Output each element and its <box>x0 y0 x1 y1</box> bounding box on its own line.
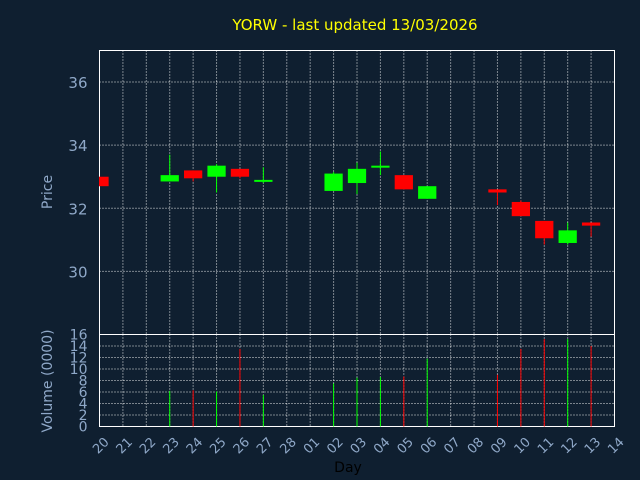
candle-body <box>535 220 554 239</box>
x-tick-label: 04 <box>371 435 393 457</box>
volume-tick-label: 0 <box>79 420 88 436</box>
x-tick-label: 03 <box>348 435 370 457</box>
price-tick-label: 36 <box>68 74 87 92</box>
volume-tick-label: 2 <box>79 408 88 424</box>
candle <box>324 171 343 191</box>
price-tick-label: 32 <box>68 200 87 218</box>
volume-tick-label: 8 <box>79 374 88 390</box>
x-tick-label: 26 <box>231 435 253 457</box>
candle <box>488 189 507 206</box>
candle <box>418 186 437 199</box>
x-tick-label: 23 <box>160 435 182 457</box>
candle <box>207 164 226 193</box>
x-ticks: 20 21 22 23 24 25 26 27 28 01 02 03 04 05 06 07 08 09 10 11… <box>90 435 627 457</box>
candle-body <box>394 175 413 190</box>
volume-tick-label: 16 <box>70 328 88 344</box>
volume-bars <box>169 339 592 427</box>
volume-tick-label: 10 <box>70 362 88 378</box>
candle <box>254 167 273 184</box>
x-tick-label: 02 <box>324 435 346 457</box>
x-tick-label: 09 <box>488 435 510 457</box>
price-tick-label: 34 <box>68 137 87 155</box>
candle <box>581 222 601 237</box>
x-tick-label: 11 <box>535 435 557 457</box>
candle <box>160 154 179 182</box>
candle-body <box>254 179 273 182</box>
candle-body <box>558 230 577 243</box>
x-tick-label: 06 <box>418 435 440 457</box>
x-tick-label: 10 <box>512 435 534 457</box>
x-tick-label: 28 <box>278 435 300 457</box>
x-tick-label: 08 <box>465 435 487 457</box>
price-y-ticks: 30 32 34 36 <box>68 74 87 281</box>
candle-body <box>324 173 343 191</box>
price-panel: 30 32 34 36 Price <box>40 50 615 335</box>
x-tick-label: 01 <box>301 435 323 457</box>
x-tick-label: 05 <box>395 435 417 457</box>
candle <box>99 176 109 187</box>
candle-body <box>230 168 250 177</box>
candle-body <box>488 189 507 193</box>
volume-tick-label: 14 <box>70 339 88 355</box>
candle-body <box>207 165 226 177</box>
candle <box>371 151 390 176</box>
volume-tick-label: 4 <box>79 397 88 413</box>
candle-body <box>511 201 530 217</box>
x-tick-label: 25 <box>207 435 229 457</box>
candle-body <box>99 176 109 187</box>
x-tick-label: 14 <box>605 435 627 457</box>
price-tick-label: 30 <box>68 263 87 281</box>
price-axis-label: Price <box>40 175 56 209</box>
candle-body <box>581 222 601 226</box>
candle <box>184 170 203 182</box>
x-tick-label: 27 <box>254 435 276 457</box>
candle <box>535 220 554 245</box>
x-axis-label: Day <box>334 460 362 476</box>
candle-body <box>371 165 390 168</box>
x-tick-label: 13 <box>582 435 604 457</box>
x-tick-label: 21 <box>114 435 136 457</box>
candles <box>99 151 601 245</box>
candle <box>394 175 413 190</box>
x-tick-label: 07 <box>441 435 463 457</box>
candle-body <box>347 168 367 184</box>
candle-body <box>160 175 179 182</box>
volume-axis-label: Volume (0000) <box>40 329 56 432</box>
candle <box>230 168 250 179</box>
volume-tick-label: 12 <box>70 351 88 367</box>
x-tick-label: 24 <box>184 435 206 457</box>
candle-body <box>418 186 437 199</box>
x-tick-label: 12 <box>558 435 580 457</box>
volume-tick-label: 6 <box>79 385 88 401</box>
candle <box>511 200 530 217</box>
x-tick-label: 20 <box>90 435 112 457</box>
candle <box>347 162 367 195</box>
candle-body <box>184 170 203 179</box>
chart-title: YORW - last updated 13/03/2026 <box>231 16 477 34</box>
candle <box>558 222 577 245</box>
x-tick-label: 22 <box>137 435 159 457</box>
